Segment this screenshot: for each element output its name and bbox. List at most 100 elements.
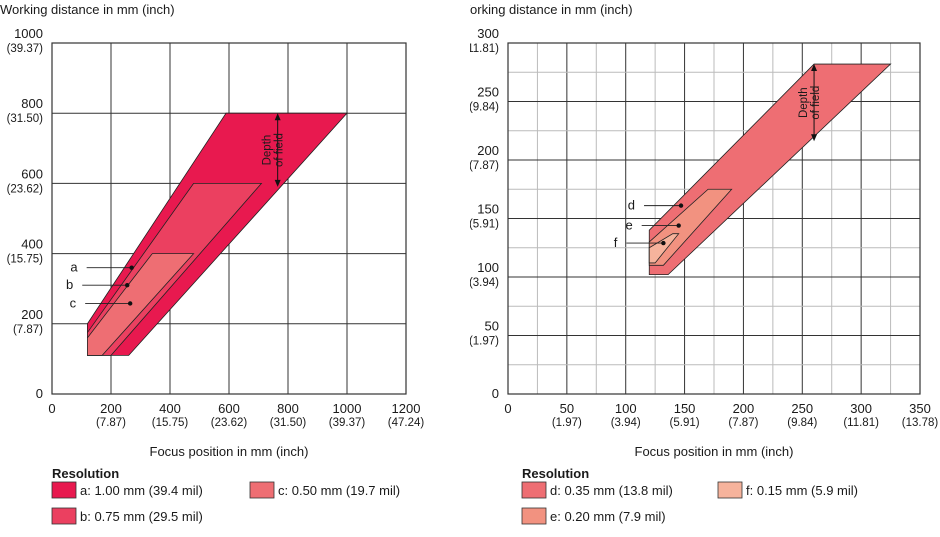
- y-tick-label: 0: [492, 386, 499, 401]
- legend-swatch-a: [51, 481, 77, 499]
- depth-of-field-arrow-top: [811, 64, 818, 72]
- depth-of-field-label-line2: of field: [274, 133, 286, 167]
- depth-of-field-arrow-bottom: [811, 134, 818, 142]
- label-c-dot: [127, 301, 133, 306]
- legend-swatch-f: [717, 481, 743, 499]
- label-a: a: [70, 260, 78, 275]
- chart-right: def Depth of field Working distance in mm (…: [470, 2, 939, 525]
- x-tick-sublabel: (31.50): [270, 417, 307, 429]
- y-tick-sublabel: (1.97): [470, 336, 499, 348]
- legend-label-f: f: 0.15 mm (5.9 mil): [746, 483, 858, 498]
- y-tick-label: 800: [21, 96, 43, 111]
- legend-label-c: c: 0.50 mm (19.7 mil): [278, 483, 400, 498]
- x-tick-sublabel: (13.78): [902, 417, 939, 429]
- depth-of-field-label-line1: Depth: [798, 87, 810, 118]
- x-tick-label: 350: [909, 401, 931, 416]
- x-tick-label: 600: [218, 401, 240, 416]
- x-tick-sublabel: (3.94): [611, 417, 641, 429]
- x-tick-label: 1000: [333, 401, 362, 416]
- depth-of-field-arrow-top: [274, 113, 281, 121]
- y-tick-label: 100: [477, 260, 499, 275]
- label-d: d: [628, 198, 635, 213]
- y-tick-label: 150: [477, 202, 499, 217]
- label-f: f: [614, 235, 618, 250]
- legend-swatch-e: [521, 507, 547, 525]
- legend-swatch-d: [521, 481, 547, 499]
- x-tick-label: 0: [504, 401, 511, 416]
- depth-of-field-arrow-bottom: [274, 179, 281, 187]
- depth-of-field-label-line1: Depth: [262, 135, 274, 166]
- y-tick-sublabel: (15.75): [7, 254, 44, 266]
- y-tick-label: 1000: [14, 26, 43, 41]
- legend-swatch-b: [51, 507, 77, 525]
- y-tick-sublabel: (31.50): [7, 113, 44, 125]
- label-e-dot: [676, 223, 681, 228]
- y-tick-label: 250: [477, 85, 499, 100]
- y-tick-label: 300: [477, 26, 499, 41]
- x-tick-label: 150: [674, 401, 696, 416]
- y-tick-sublabel: (3.94): [470, 277, 499, 289]
- y-axis-title: Working distance in mm (inch): [0, 2, 175, 17]
- x-tick-label: 200: [733, 401, 755, 416]
- y-tick-sublabel: (7.87): [470, 160, 499, 172]
- x-tick-sublabel: (15.75): [152, 417, 189, 429]
- x-tick-label: 100: [615, 401, 637, 416]
- legend-swatch-c: [249, 481, 275, 499]
- x-tick-label: 200: [100, 401, 122, 416]
- series-d-area: [648, 63, 892, 276]
- label-c: c: [70, 295, 77, 310]
- y-axis-title: Working distance in mm (inch): [470, 2, 633, 17]
- label-f-dot: [661, 240, 666, 246]
- series-f-area: [648, 233, 680, 264]
- x-tick-sublabel: (5.91): [670, 417, 700, 429]
- y-tick-label: 600: [21, 166, 43, 181]
- label-d-dot: [678, 203, 684, 208]
- label-a-dot: [129, 265, 134, 270]
- y-tick-sublabel: (23.62): [7, 183, 44, 195]
- legend-label-b: b: 0.75 mm (29.5 mil): [80, 509, 203, 524]
- series-c-area: [87, 253, 195, 356]
- plot-border: [507, 42, 921, 395]
- y-tick-sublabel: (9.84): [470, 102, 499, 114]
- y-tick-label: 50: [485, 319, 499, 334]
- x-tick-label: 0: [48, 401, 55, 416]
- x-tick-sublabel: (39.37): [329, 417, 366, 429]
- y-tick-sublabel: (11.81): [470, 43, 499, 55]
- x-tick-label: 400: [159, 401, 181, 416]
- y-tick-sublabel: (5.91): [470, 219, 499, 231]
- x-tick-sublabel: (11.81): [843, 417, 879, 429]
- legend-label-d: d: 0.35 mm (13.8 mil): [550, 483, 673, 498]
- x-tick-sublabel: (23.62): [211, 417, 248, 429]
- y-tick-sublabel: (7.87): [13, 324, 43, 336]
- x-tick-sublabel: (7.87): [728, 417, 758, 429]
- x-axis-title: Focus position in mm (inch): [635, 444, 794, 459]
- x-tick-label: 50: [560, 401, 574, 416]
- y-tick-label: 200: [21, 307, 43, 322]
- label-b-dot: [125, 282, 130, 288]
- x-tick-label: 250: [791, 401, 813, 416]
- series-e-area: [648, 188, 733, 266]
- legend-title: Resolution: [52, 466, 119, 481]
- plot-border: [51, 42, 407, 395]
- x-tick-sublabel: (1.97): [552, 417, 582, 429]
- y-tick-label: 200: [477, 143, 499, 158]
- y-tick-label: 0: [36, 386, 43, 401]
- label-b: b: [66, 277, 73, 292]
- x-tick-label: 1200: [392, 401, 421, 416]
- depth-of-field-label-line2: of field: [810, 86, 822, 120]
- x-tick-sublabel: (9.84): [787, 417, 817, 429]
- x-tick-label: 800: [277, 401, 299, 416]
- grid: [507, 42, 921, 395]
- x-tick-label: 300: [850, 401, 872, 416]
- x-tick-sublabel: (7.87): [96, 417, 126, 429]
- legend-title: Resolution: [522, 466, 589, 481]
- x-axis-title: Focus position in mm (inch): [150, 444, 309, 459]
- x-tick-sublabel: (47.24): [388, 417, 425, 429]
- y-tick-label: 400: [21, 237, 43, 252]
- legend-label-e: e: 0.20 mm (7.9 mil): [550, 509, 666, 524]
- y-tick-sublabel: (39.37): [7, 43, 44, 55]
- label-e: e: [625, 218, 632, 233]
- grid: [51, 42, 407, 395]
- legend-label-a: a: 1.00 mm (39.4 mil): [80, 483, 203, 498]
